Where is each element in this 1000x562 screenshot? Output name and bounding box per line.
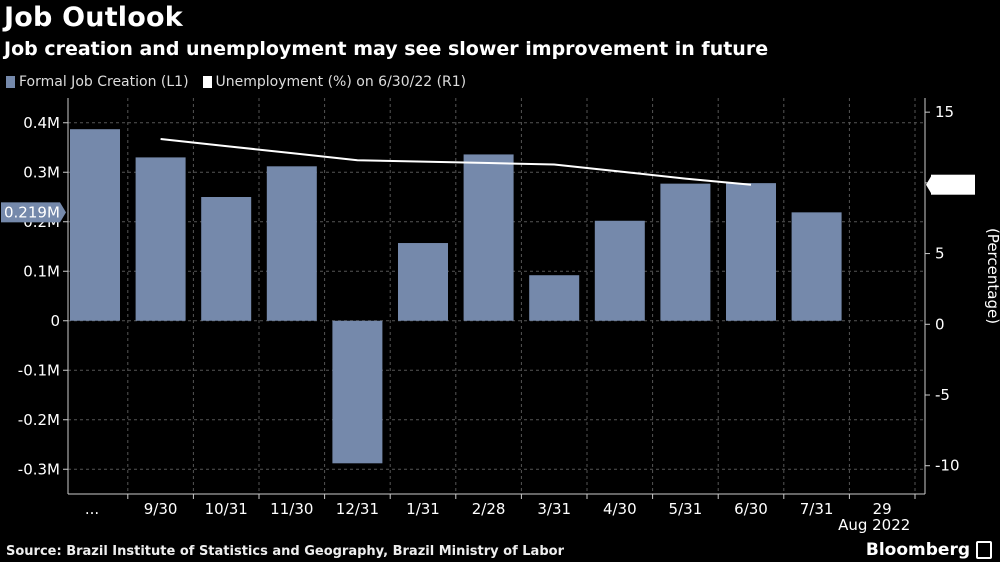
right-tick-label: 5 bbox=[935, 245, 945, 263]
bar-... bbox=[70, 129, 120, 321]
left-tick-label: -0.3M bbox=[18, 460, 60, 478]
left-tick-label: 0 bbox=[50, 312, 60, 330]
x-tick-label: 5/31 bbox=[669, 500, 703, 518]
bloomberg-mark-icon bbox=[976, 541, 992, 559]
x-tick-label: 10/31 bbox=[205, 500, 248, 518]
x-tick-label: 12/31 bbox=[336, 500, 379, 518]
right-tick-label: 15 bbox=[935, 103, 954, 121]
x-axis-sublabel: Aug 2022 bbox=[838, 516, 910, 534]
left-tick-label: 0.4M bbox=[23, 114, 60, 132]
right-tick-label: -5 bbox=[935, 386, 950, 404]
legend-label-unemployment: Unemployment (%) on 6/30/22 (R1) bbox=[215, 74, 467, 90]
unemployment-line bbox=[160, 138, 752, 186]
bar-7/31 bbox=[791, 212, 842, 321]
x-tick-label: 9/30 bbox=[144, 500, 178, 518]
right-callout-box bbox=[931, 174, 975, 195]
x-tick-label: 7/31 bbox=[800, 500, 834, 518]
right-tick-label: -10 bbox=[935, 457, 960, 475]
x-tick-label: 1/31 bbox=[406, 500, 440, 518]
x-tick-label: 3/31 bbox=[537, 500, 571, 518]
brand-name: Bloomberg bbox=[865, 540, 970, 560]
left-tick-label: 0.3M bbox=[23, 163, 60, 181]
left-callout-box bbox=[1, 202, 60, 223]
legend-item-job-creation: Formal Job Creation (L1) bbox=[6, 74, 189, 90]
bar-4/30 bbox=[594, 220, 645, 321]
x-tick-label: 4/30 bbox=[603, 500, 637, 518]
chart-title: Job Outlook bbox=[4, 2, 183, 33]
bar-5/31 bbox=[660, 183, 711, 321]
x-tick-label: 11/30 bbox=[270, 500, 313, 518]
left-callout-label: 0.219M bbox=[4, 203, 60, 221]
bar-12/31 bbox=[332, 320, 383, 464]
bar-11/30 bbox=[266, 166, 317, 321]
bar-10/31 bbox=[201, 197, 252, 321]
right-tick-label: 0 bbox=[935, 315, 945, 333]
source-note: Source: Brazil Institute of Statistics a… bbox=[6, 544, 564, 559]
x-tick-label: 6/30 bbox=[734, 500, 768, 518]
brand-logo: Bloomberg bbox=[866, 540, 992, 560]
legend-label-job-creation: Formal Job Creation (L1) bbox=[19, 74, 189, 90]
x-tick-label: ... bbox=[85, 500, 99, 518]
bar-1/31 bbox=[398, 243, 448, 321]
left-tick-label: 0.1M bbox=[23, 262, 60, 280]
bar-9/30 bbox=[135, 157, 186, 321]
right-callout-label: 9.87 bbox=[936, 176, 969, 194]
bar-2/28 bbox=[463, 154, 514, 321]
legend-swatch-bar bbox=[6, 76, 15, 88]
left-tick-label: -0.2M bbox=[18, 411, 60, 429]
right-callout-pointer bbox=[926, 174, 932, 195]
chart-subtitle: Job creation and unemployment may see sl… bbox=[4, 38, 769, 60]
bar-3/31 bbox=[529, 275, 580, 321]
left-tick-label: -0.1M bbox=[18, 361, 60, 379]
left-callout-pointer bbox=[60, 202, 66, 223]
legend: Formal Job Creation (L1) Unemployment (%… bbox=[6, 74, 480, 90]
x-tick-label: 29 bbox=[873, 500, 892, 518]
legend-swatch-line bbox=[202, 76, 212, 88]
x-tick-label: 2/28 bbox=[472, 500, 506, 518]
legend-item-unemployment: Unemployment (%) on 6/30/22 (R1) bbox=[202, 74, 467, 90]
right-axis-title: (Percentage) bbox=[984, 228, 1000, 324]
bar-6/30 bbox=[726, 183, 776, 321]
